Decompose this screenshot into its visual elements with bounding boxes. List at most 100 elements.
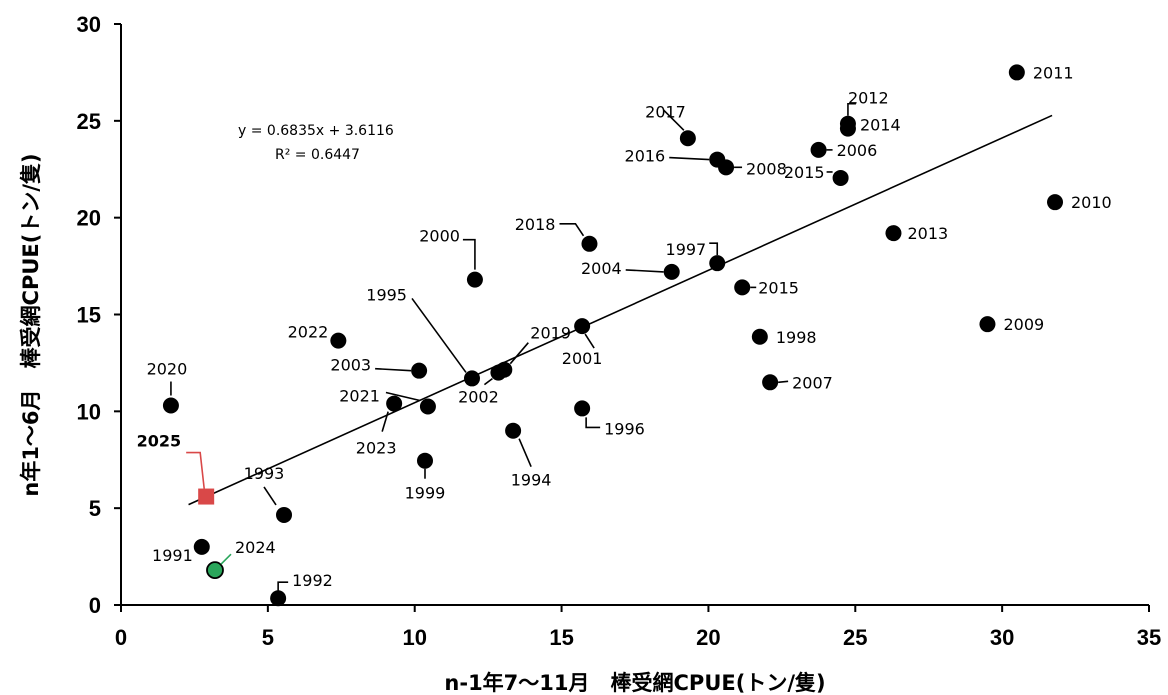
y-tick-label: 30 bbox=[77, 12, 101, 37]
leader-line-2004 bbox=[625, 269, 664, 273]
data-point-2007 bbox=[762, 374, 779, 391]
x-tick-label: 35 bbox=[1137, 625, 1161, 650]
point-label-2008: 2008 bbox=[746, 159, 787, 178]
data-point-2018 bbox=[581, 235, 598, 252]
y-tick-label: 15 bbox=[77, 303, 101, 328]
data-point-2001 bbox=[574, 318, 591, 335]
trend-equation: y = 0.6835x + 3.6116 bbox=[238, 123, 394, 139]
point-label-1991: 1991 bbox=[152, 546, 193, 565]
leader-line-2021 bbox=[385, 391, 421, 402]
point-label-2000: 2000 bbox=[419, 227, 460, 246]
point-label-2019: 2019 bbox=[530, 324, 571, 343]
data-point-1996 bbox=[574, 400, 591, 417]
data-point-2015 bbox=[734, 279, 751, 296]
point-label-2018: 2018 bbox=[515, 215, 556, 234]
leader-line-2012 bbox=[847, 102, 856, 116]
leader-line-2025 bbox=[186, 451, 205, 489]
data-point-2017 bbox=[679, 130, 696, 147]
y-tick-label: 25 bbox=[77, 109, 101, 134]
data-point-2013 bbox=[885, 225, 902, 242]
point-label-2011: 2011 bbox=[1033, 63, 1074, 82]
data-point-2024 bbox=[206, 561, 224, 580]
point-labels: 1991 1992 1993 1994 1995 1996 1997 1998 1999 2000… bbox=[137, 63, 1112, 592]
point-label-2015: 2015 bbox=[758, 278, 799, 297]
leader-line-2000 bbox=[462, 238, 476, 270]
point-label-2017: 2017 bbox=[645, 102, 686, 121]
data-point-2010 bbox=[1047, 194, 1064, 211]
point-label-1996: 1996 bbox=[604, 419, 645, 438]
data-point-1991 bbox=[193, 538, 210, 555]
data-point-2022 bbox=[330, 332, 347, 349]
data-point-2015 bbox=[832, 169, 849, 186]
leader-line-2001 bbox=[584, 333, 595, 349]
data-point-2000 bbox=[466, 271, 483, 288]
y-tick-label: 5 bbox=[89, 496, 101, 521]
data-point-1999 bbox=[416, 452, 433, 469]
point-label-1995: 1995 bbox=[366, 285, 407, 304]
point-label-2002: 2002 bbox=[458, 388, 499, 407]
point-label-2020: 2020 bbox=[147, 360, 188, 379]
data-point-2011 bbox=[1008, 64, 1025, 81]
x-tick-label: 5 bbox=[262, 625, 274, 650]
point-label-1993: 1993 bbox=[244, 464, 285, 483]
data-point-2025 bbox=[198, 488, 215, 505]
point-label-1998: 1998 bbox=[776, 328, 817, 347]
data-point-1994 bbox=[505, 422, 522, 439]
data-point-2016 bbox=[709, 151, 726, 168]
x-axis-title: n-1年7～11月 棒受網CPUE(トン/隻) bbox=[444, 671, 825, 695]
leader-line-2023 bbox=[381, 411, 389, 432]
leader-line-1992 bbox=[277, 581, 289, 592]
leader-line-2024 bbox=[220, 553, 232, 565]
point-label-2009: 2009 bbox=[1003, 315, 1044, 334]
data-point-2003 bbox=[411, 362, 428, 379]
point-label-2016: 2016 bbox=[625, 147, 666, 166]
point-label-2014: 2014 bbox=[860, 116, 901, 135]
leader-line-1997 bbox=[709, 242, 719, 256]
data-point-1993 bbox=[276, 506, 293, 523]
data-point-2009 bbox=[979, 316, 996, 333]
data-point-2004 bbox=[663, 263, 680, 280]
data-point-1992 bbox=[270, 590, 287, 607]
point-label-1994: 1994 bbox=[511, 471, 552, 490]
data-point-2023 bbox=[386, 395, 403, 412]
leader-line-2017 bbox=[663, 109, 685, 131]
data-point-2020 bbox=[162, 397, 179, 414]
y-ticks: 0 5 10 15 20 25 30 bbox=[77, 12, 121, 618]
point-label-2003: 2003 bbox=[330, 356, 371, 375]
point-label-1992: 1992 bbox=[292, 571, 333, 590]
leader-line-1995 bbox=[411, 297, 467, 373]
x-tick-label: 0 bbox=[115, 625, 127, 650]
x-tick-label: 15 bbox=[549, 625, 573, 650]
y-tick-label: 10 bbox=[77, 399, 101, 424]
point-label-2021: 2021 bbox=[339, 386, 380, 405]
x-tick-label: 30 bbox=[990, 625, 1014, 650]
point-label-2010: 2010 bbox=[1071, 193, 1112, 212]
point-label-1999: 1999 bbox=[405, 484, 446, 503]
leader-line-2007 bbox=[778, 380, 789, 384]
leader-line-2002 bbox=[483, 377, 493, 386]
data-points bbox=[162, 64, 1064, 607]
y-tick-label: 0 bbox=[89, 593, 101, 618]
point-label-2006: 2006 bbox=[837, 141, 878, 160]
x-tick-label: 10 bbox=[402, 625, 426, 650]
point-label-2004: 2004 bbox=[581, 259, 622, 278]
y-axis-title: n年1～6月 棒受網CPUE(トン/隻) bbox=[19, 153, 43, 496]
point-label-2001: 2001 bbox=[562, 349, 603, 368]
x-tick-label: 25 bbox=[843, 625, 867, 650]
leader-line-1993 bbox=[263, 486, 277, 506]
data-point-2006 bbox=[810, 141, 827, 158]
leader-line-2018 bbox=[559, 223, 585, 237]
point-label-2025: 2025 bbox=[137, 432, 182, 451]
point-label-1997: 1997 bbox=[666, 240, 707, 259]
x-tick-label: 20 bbox=[696, 625, 720, 650]
data-point-1998 bbox=[751, 328, 768, 345]
point-label-2022: 2022 bbox=[288, 323, 329, 342]
point-label-2012: 2012 bbox=[848, 89, 889, 108]
data-point-2019 bbox=[496, 361, 513, 378]
data-point-2014 bbox=[839, 120, 856, 137]
leader-line-2019 bbox=[509, 342, 529, 365]
leader-line-1994 bbox=[518, 438, 532, 468]
data-point-1995 bbox=[463, 370, 480, 387]
